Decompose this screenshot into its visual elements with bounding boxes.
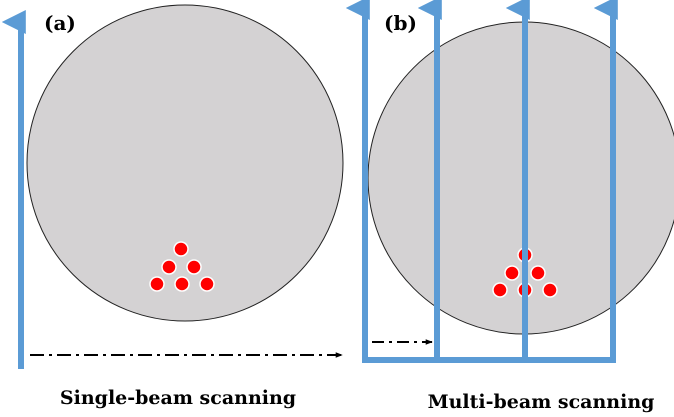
- panel-label-b: (b): [384, 11, 417, 35]
- target-dot: [542, 282, 558, 298]
- sample-circle-a: [26, 4, 344, 322]
- target-dot: [504, 265, 520, 281]
- target-dot: [161, 259, 177, 275]
- target-dot: [199, 276, 215, 292]
- target-dot: [530, 265, 546, 281]
- target-dot: [492, 282, 508, 298]
- target-dot: [173, 241, 189, 257]
- panel-b: (b) Multi-beam scanning: [345, 0, 674, 413]
- caption-a: Single-beam scanning: [60, 387, 296, 409]
- target-dot: [149, 276, 165, 292]
- caption-b: Multi-beam scanning: [428, 391, 655, 413]
- target-dot: [186, 259, 202, 275]
- target-dots-a: [149, 241, 215, 292]
- panel-a: (a) Single-beam scanning: [1, 4, 344, 409]
- panel-label-a: (a): [44, 11, 76, 35]
- target-dot: [174, 276, 190, 292]
